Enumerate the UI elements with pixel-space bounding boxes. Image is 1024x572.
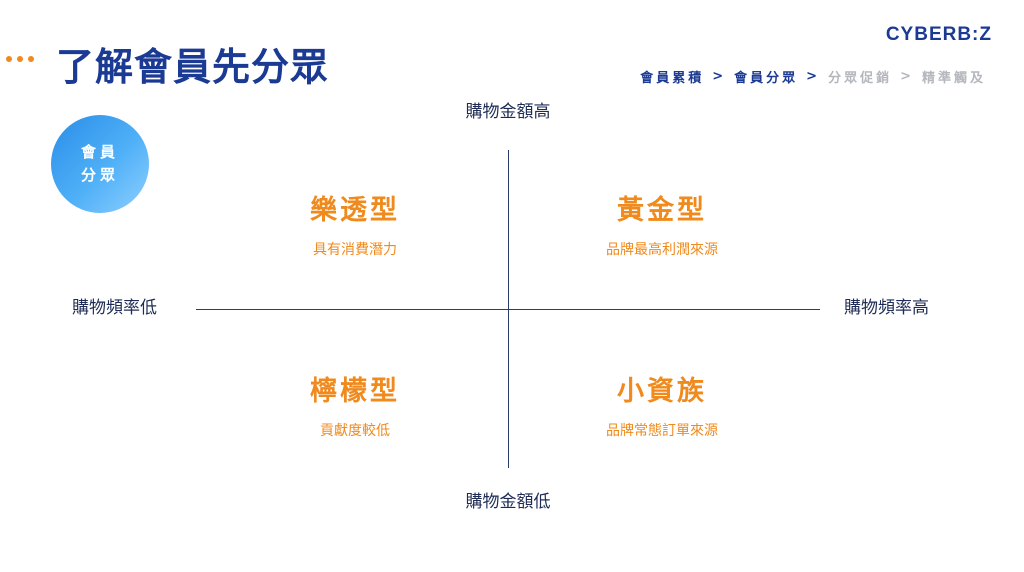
quadrant-title: 樂透型 — [310, 195, 400, 226]
decorative-dots — [6, 56, 34, 62]
breadcrumb-step-1: 會員累積 — [640, 71, 705, 86]
horizontal-axis — [196, 309, 820, 310]
breadcrumb-step-2: 會員分眾 — [734, 71, 799, 86]
axis-label-right: 購物頻率高 — [844, 298, 929, 318]
page-title: 了解會員先分眾 — [56, 45, 330, 89]
quadrant-bottom-left: 檸檬型 貢獻度較低 — [255, 369, 455, 440]
quadrant-description: 品牌常態訂單來源 — [606, 423, 718, 439]
breadcrumb-separator: > — [806, 69, 821, 84]
quadrant-title: 檸檬型 — [310, 376, 400, 407]
quadrant-top-left: 樂透型 具有消費潛力 — [255, 188, 455, 259]
quadrant-title: 黃金型 — [617, 195, 707, 226]
badge-line-1: 會員 — [80, 142, 119, 161]
quadrant-top-right: 黃金型 品牌最高利潤來源 — [562, 188, 762, 259]
axis-label-top: 購物金額高 — [465, 102, 551, 122]
quadrant-title: 小資族 — [617, 376, 707, 407]
breadcrumb-step-3: 分眾促銷 — [828, 71, 893, 86]
quadrant-description: 具有消費潛力 — [313, 242, 397, 258]
brand-logo: CYBERB:Z — [885, 24, 992, 45]
breadcrumb: 會員累積 > 會員分眾 > 分眾促銷 > 精準觸及 — [640, 67, 986, 86]
quadrant-bottom-right: 小資族 品牌常態訂單來源 — [562, 369, 762, 440]
badge-line-2: 分眾 — [80, 166, 119, 184]
breadcrumb-step-4: 精準觸及 — [921, 71, 986, 86]
breadcrumb-separator: > — [900, 69, 914, 84]
member-segmentation-badge: 會員 分眾 — [51, 115, 149, 213]
quadrant-description: 品牌最高利潤來源 — [606, 242, 718, 258]
quadrant-description: 貢獻度較低 — [320, 423, 390, 439]
breadcrumb-separator: > — [712, 69, 727, 84]
axis-label-left: 購物頻率低 — [72, 298, 157, 318]
axis-label-bottom: 購物金額低 — [465, 492, 551, 512]
